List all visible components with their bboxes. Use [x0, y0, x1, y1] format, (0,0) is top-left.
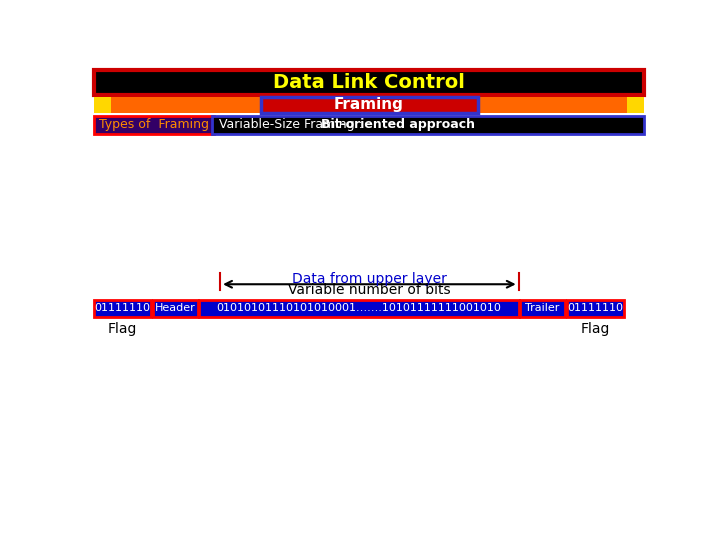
FancyBboxPatch shape — [153, 300, 198, 316]
Text: Variable-Size Framing :: Variable-Size Framing : — [219, 118, 366, 131]
Text: Flag: Flag — [580, 322, 610, 336]
FancyBboxPatch shape — [199, 300, 518, 316]
FancyBboxPatch shape — [94, 116, 214, 134]
FancyBboxPatch shape — [520, 300, 565, 316]
Text: Framing: Framing — [334, 97, 404, 112]
FancyBboxPatch shape — [567, 300, 624, 316]
FancyBboxPatch shape — [212, 116, 644, 134]
Text: 01111110: 01111110 — [567, 303, 624, 313]
FancyBboxPatch shape — [627, 97, 644, 112]
Text: Variable number of bits: Variable number of bits — [288, 284, 451, 298]
Text: Header: Header — [155, 303, 196, 313]
FancyBboxPatch shape — [261, 97, 477, 112]
FancyBboxPatch shape — [94, 97, 644, 112]
Text: 01010101110101010001…….10101111111001010: 01010101110101010001…….10101111111001010 — [217, 303, 501, 313]
FancyBboxPatch shape — [94, 97, 111, 112]
Text: Bit-oriented approach: Bit-oriented approach — [321, 118, 475, 131]
Text: Flag: Flag — [108, 322, 138, 336]
FancyBboxPatch shape — [94, 70, 644, 95]
FancyBboxPatch shape — [94, 300, 151, 316]
Text: 01111110: 01111110 — [94, 303, 150, 313]
Text: Types of  Framing: Types of Framing — [99, 118, 209, 131]
Text: Data from upper layer: Data from upper layer — [292, 272, 447, 286]
Text: Trailer: Trailer — [526, 303, 559, 313]
Text: Data Link Control: Data Link Control — [273, 73, 465, 92]
